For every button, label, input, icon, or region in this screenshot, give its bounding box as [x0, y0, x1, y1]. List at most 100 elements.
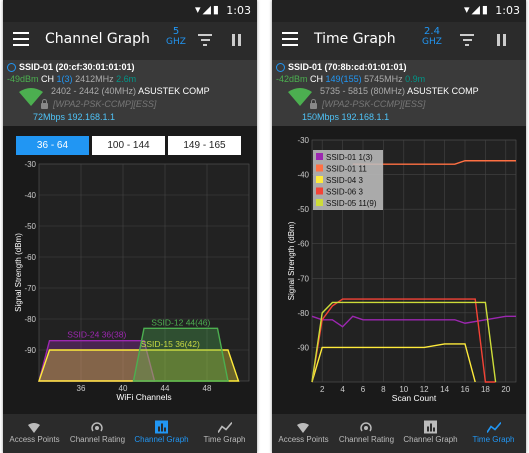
connected-ap-panel[interactable]: SSID-01 (20:cf:30:01:01:01) -49dBm CH 1(…: [3, 60, 257, 126]
series-label: SSID-15 36(42): [141, 339, 200, 349]
wifi-icon: [297, 423, 309, 433]
legend-box: [313, 150, 383, 210]
x-tick-label: 2: [320, 385, 325, 394]
x-axis-label: WiFi Channels: [116, 392, 171, 402]
page-title: Channel Graph: [45, 31, 150, 47]
wifi-signal-icon: [288, 88, 312, 106]
filter-icon[interactable]: [198, 34, 212, 46]
status-time: 1:03: [226, 4, 251, 17]
ap-channel: 149(155): [325, 74, 362, 84]
x-axis-label: Scan Count: [392, 393, 437, 403]
nav-label: Channel Graph: [134, 435, 189, 444]
band-unit: GHZ: [166, 37, 186, 47]
legend-label: SSID-05 11(9): [326, 199, 377, 208]
app-bar: Channel Graph 5 GHZ: [3, 22, 257, 60]
ap-range: 5735 - 5815 (80MHz): [320, 86, 406, 96]
ap-level: -42dBm: [276, 74, 308, 84]
legend-label: SSID-01 11: [326, 165, 367, 174]
y-tick-label: -70: [24, 284, 36, 293]
connected-ap-panel[interactable]: SSID-01 (70:8b:cd:01:01:01) -42dBm CH 14…: [272, 60, 526, 126]
bar-chart-icon: [155, 420, 168, 434]
legend-label: SSID-01 1(3): [326, 153, 373, 162]
nav-label: Access Points: [9, 435, 60, 444]
legend-swatch: [316, 187, 323, 195]
filter-icon[interactable]: [460, 34, 474, 46]
legend-swatch: [316, 153, 323, 160]
y-tick-label: -70: [297, 274, 309, 283]
x-tick-label: 4: [340, 385, 345, 394]
tab-36-64[interactable]: 36 - 64: [16, 136, 89, 155]
time-series-1: [311, 315, 516, 328]
band-toggle-button[interactable]: 5 GHZ: [163, 26, 189, 47]
time-graph: -30 -40 -50 -60 -70 -80 -90 2 4 6 8 10 12 14 16 18 20 Sca…: [272, 126, 526, 414]
ap-ssid: SSID-01 (70:8b:cd:01:01:01): [288, 62, 407, 72]
nav-access-points[interactable]: Access Points: [3, 414, 66, 453]
y-tick-label: -50: [297, 205, 309, 214]
x-tick-label: 40: [119, 384, 128, 393]
bottom-nav: Access Points Channel Rating Channel Gra…: [3, 414, 257, 453]
lock-icon: [310, 99, 317, 109]
app-bar: Time Graph 2.4 GHZ: [272, 22, 526, 60]
legend-swatch: [316, 199, 323, 206]
legend-swatch: [316, 164, 323, 172]
ap-ssid: SSID-01 (20:cf:30:01:01:01): [19, 62, 135, 72]
ap-vendor: ASUSTEK COMP: [138, 86, 210, 96]
tab-100-144[interactable]: 100 - 144: [92, 136, 165, 155]
band-toggle-button[interactable]: 2.4 GHZ: [419, 26, 445, 47]
legend: SSID-01 1(3) SSID-01 11 SSID-04 3 SSID-06 3…: [313, 150, 383, 210]
ap-frequency: 5745MHz: [364, 74, 403, 84]
y-tick-label: -40: [24, 191, 36, 200]
pause-icon[interactable]: [497, 34, 507, 46]
legend-label: SSID-04 3: [326, 176, 363, 185]
status-icons: ▾◢▮: [463, 3, 490, 16]
ap-range: 2402 - 2442 (40MHz): [51, 86, 137, 96]
nav-label: Channel Rating: [69, 435, 126, 444]
nav-channel-graph[interactable]: Channel Graph: [399, 414, 462, 453]
y-tick-label: -30: [297, 136, 309, 145]
band-number: 5: [172, 26, 180, 37]
nav-label: Channel Rating: [338, 435, 395, 444]
x-tick-label: 48: [203, 384, 212, 393]
x-tick-label: 36: [77, 384, 86, 393]
rating-icon: [360, 422, 372, 432]
nav-access-points[interactable]: Access Points: [272, 414, 335, 453]
y-axis-label: Signal Strength (dBm): [287, 221, 296, 300]
nav-channel-rating[interactable]: Channel Rating: [335, 414, 398, 453]
y-tick-label: -50: [24, 222, 36, 231]
x-tick-label: 10: [399, 385, 408, 394]
nav-channel-rating[interactable]: Channel Rating: [66, 414, 129, 453]
tab-149-165[interactable]: 149 - 165: [168, 136, 241, 155]
ap-channel: 1(3): [56, 74, 73, 84]
menu-icon[interactable]: [13, 32, 29, 46]
nav-label: Time Graph: [472, 435, 515, 444]
ap-distance: 2.6m: [116, 74, 137, 84]
x-tick-label: 44: [161, 384, 170, 393]
y-tick-label: -60: [297, 240, 309, 249]
channel-graph-screen: ▾◢▮ 1:03 Channel Graph 5 GHZ SSID-01 (20…: [3, 0, 257, 453]
y-tick-label: -30: [24, 160, 36, 169]
bar-chart-icon: [424, 420, 437, 434]
y-tick-label: -40: [297, 171, 309, 180]
line-chart-icon: [487, 421, 501, 433]
nav-channel-graph[interactable]: Channel Graph: [130, 414, 193, 453]
menu-icon[interactable]: [282, 32, 298, 46]
bottom-nav: Access Points Channel Rating Channel Gra…: [272, 414, 526, 453]
pause-icon[interactable]: [232, 34, 242, 46]
ap-vendor: ASUSTEK COMP: [407, 86, 479, 96]
ap-frequency: 2412MHz: [75, 74, 114, 84]
connected-icon: [7, 63, 16, 72]
wifi-signal-icon: [19, 88, 43, 106]
band-number: 2.4: [424, 26, 440, 37]
ap-security: [WPA2-PSK-CCMP][ESS]: [53, 99, 157, 109]
nav-time-graph[interactable]: Time Graph: [462, 414, 525, 453]
y-tick-label: -90: [297, 343, 309, 352]
nav-label: Channel Graph: [403, 435, 458, 444]
nav-time-graph[interactable]: Time Graph: [193, 414, 256, 453]
x-tick-label: 20: [501, 385, 510, 394]
page-title: Time Graph: [314, 31, 396, 47]
lock-icon: [41, 99, 48, 109]
time-series-5: [311, 301, 497, 383]
series-label: SSID-24 36(38): [67, 330, 126, 340]
channel-series-3: [132, 327, 229, 382]
nav-label: Access Points: [278, 435, 329, 444]
